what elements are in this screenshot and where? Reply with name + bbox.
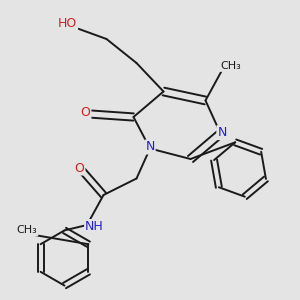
- Text: CH₃: CH₃: [220, 61, 242, 71]
- Text: CH₃: CH₃: [16, 225, 38, 236]
- Text: N: N: [145, 140, 155, 154]
- Text: HO: HO: [58, 17, 77, 30]
- Text: O: O: [75, 161, 84, 175]
- Text: NH: NH: [85, 220, 104, 233]
- Text: O: O: [81, 106, 90, 119]
- Text: N: N: [217, 126, 227, 139]
